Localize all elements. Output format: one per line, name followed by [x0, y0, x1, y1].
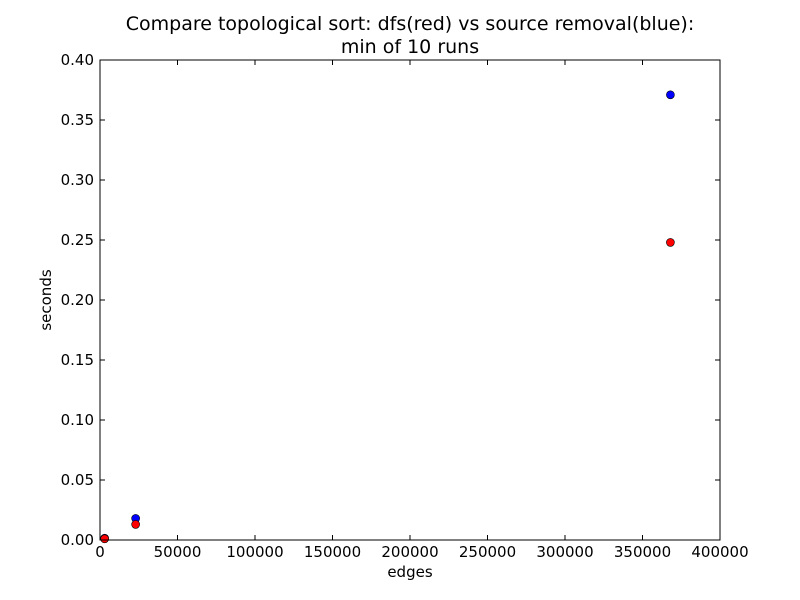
- x-tick-label: 0: [95, 543, 105, 561]
- data-point-source-removal: [666, 90, 675, 100]
- series-source-removal: [100, 90, 675, 543]
- data-point-dfs: [666, 238, 675, 247]
- y-tick-label: 0.25: [61, 231, 94, 249]
- data-point-dfs: [131, 520, 140, 529]
- x-tick-label: 50000: [154, 543, 202, 561]
- x-tick-label: 200000: [381, 543, 438, 561]
- x-tick-label: 400000: [691, 543, 748, 561]
- y-tick-label: 0.20: [61, 291, 94, 309]
- x-tick-label: 250000: [459, 543, 516, 561]
- x-tick-label: 100000: [226, 543, 283, 561]
- x-tick-label: 350000: [614, 543, 671, 561]
- series-dfs: [100, 238, 675, 544]
- x-tick-label: 300000: [536, 543, 593, 561]
- chart-subtitle: min of 10 runs: [341, 36, 479, 58]
- y-tick-label: 0.10: [61, 411, 94, 429]
- plot-frame: [99, 59, 721, 541]
- chart-title: Compare topological sort: dfs(red) vs so…: [126, 13, 695, 35]
- data-point-dfs: [100, 534, 109, 544]
- y-axis-label: seconds: [37, 269, 55, 330]
- y-tick-label: 0.35: [61, 111, 94, 129]
- y-tick-label: 0.00: [61, 531, 94, 549]
- y-tick-label: 0.05: [61, 471, 94, 489]
- y-tick-label: 0.40: [61, 51, 94, 69]
- plot-area: [99, 59, 721, 544]
- y-tick-label: 0.15: [61, 351, 94, 369]
- x-tick-label: 150000: [304, 543, 361, 561]
- y-tick-label: 0.30: [61, 171, 94, 189]
- x-axis-label: edges: [387, 563, 433, 581]
